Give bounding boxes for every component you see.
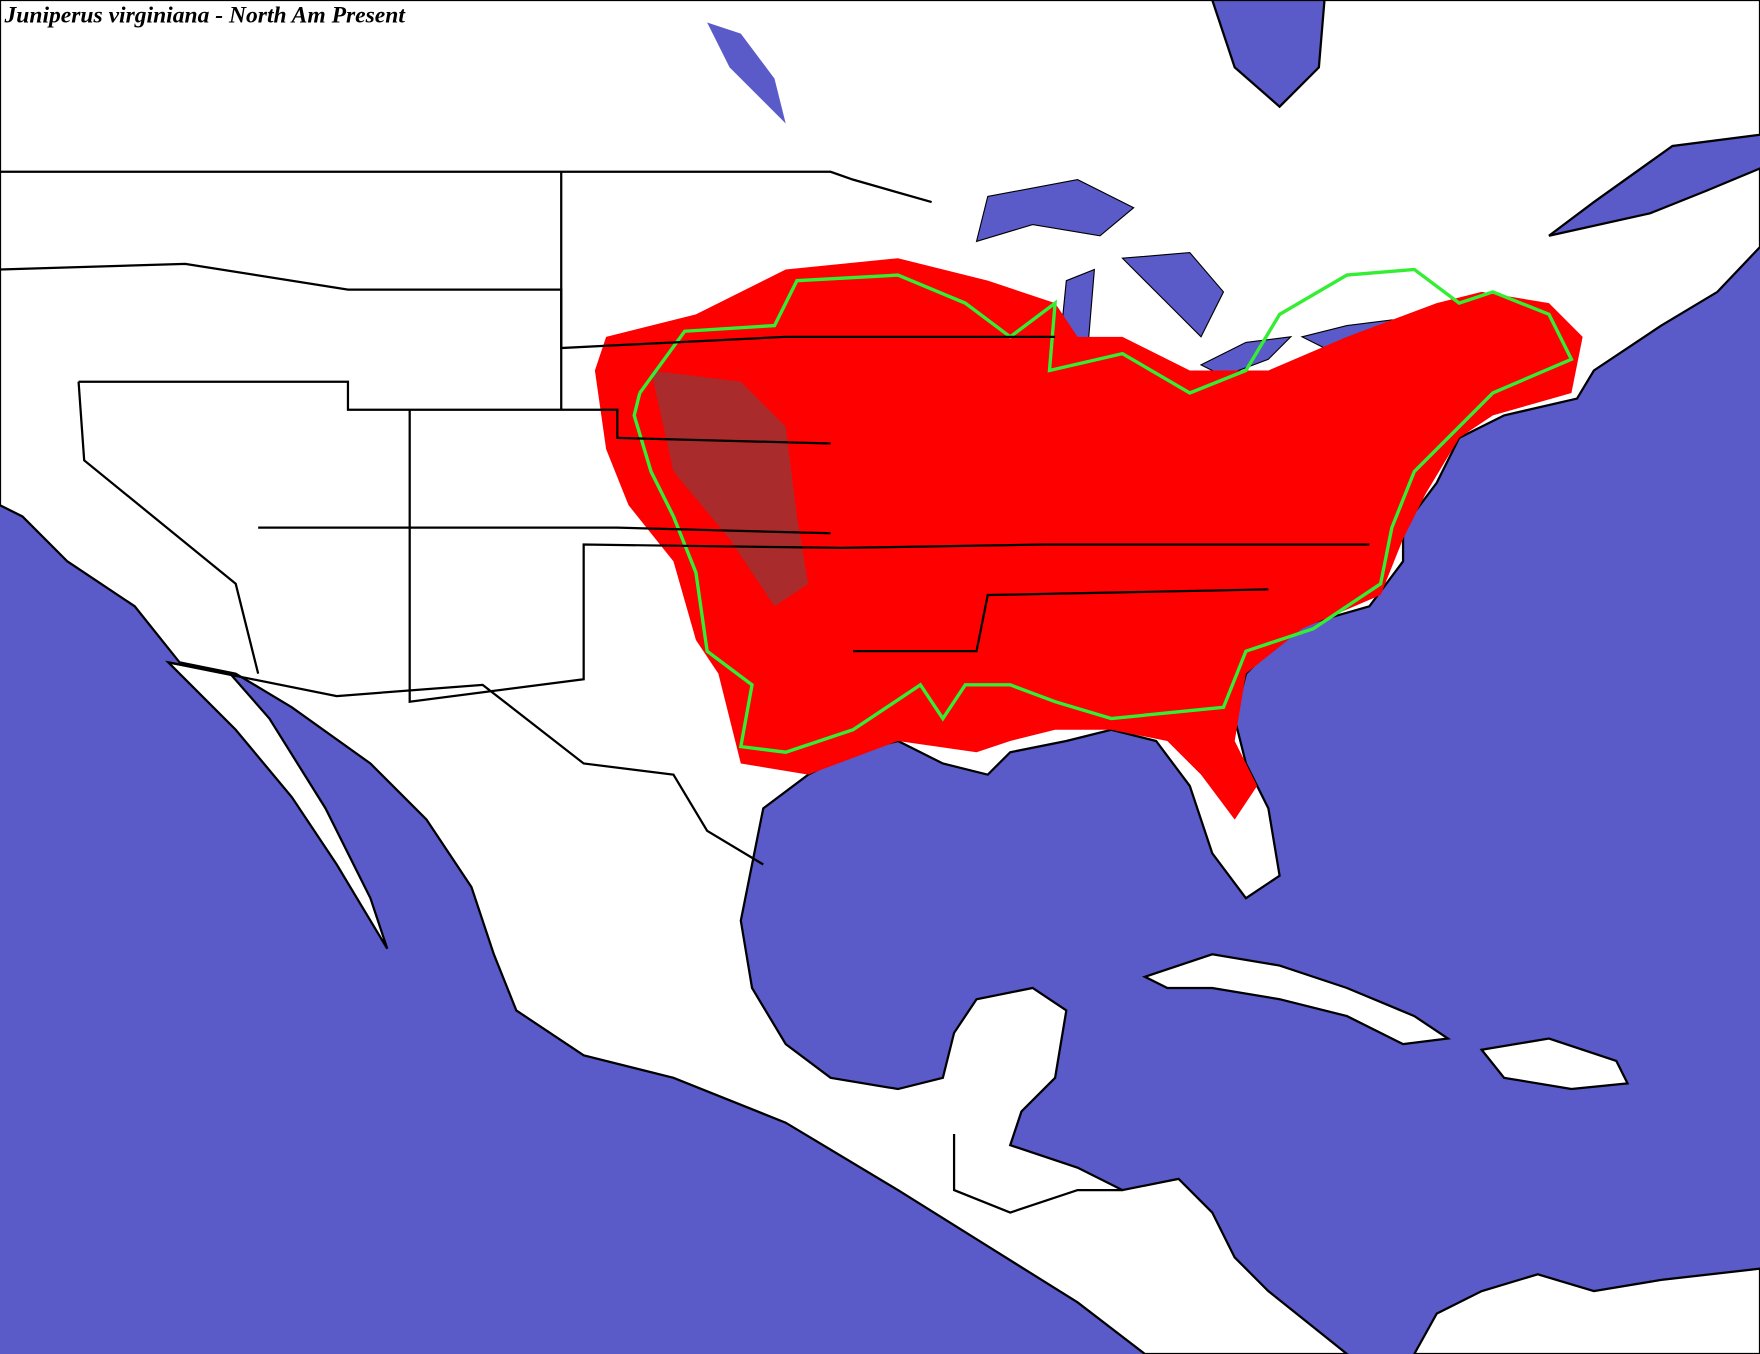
border — [77, 381, 260, 674]
lake — [707, 22, 786, 124]
border — [952, 1133, 1123, 1214]
border — [168, 661, 764, 866]
lake — [975, 179, 1135, 243]
native-range-outline — [632, 267, 1574, 754]
border — [78, 380, 831, 445]
border — [258, 526, 831, 535]
map-title: Juniperus virginiana - North Am Present — [3, 2, 406, 28]
border — [408, 409, 1370, 703]
lake — [1121, 252, 1225, 338]
hispaniola — [1479, 1037, 1630, 1091]
cuba — [1141, 953, 1452, 1046]
border — [0, 170, 932, 204]
hudson-bay — [1211, 0, 1326, 109]
baja — [165, 660, 389, 950]
present-range — [594, 258, 1583, 820]
border — [853, 588, 1269, 653]
